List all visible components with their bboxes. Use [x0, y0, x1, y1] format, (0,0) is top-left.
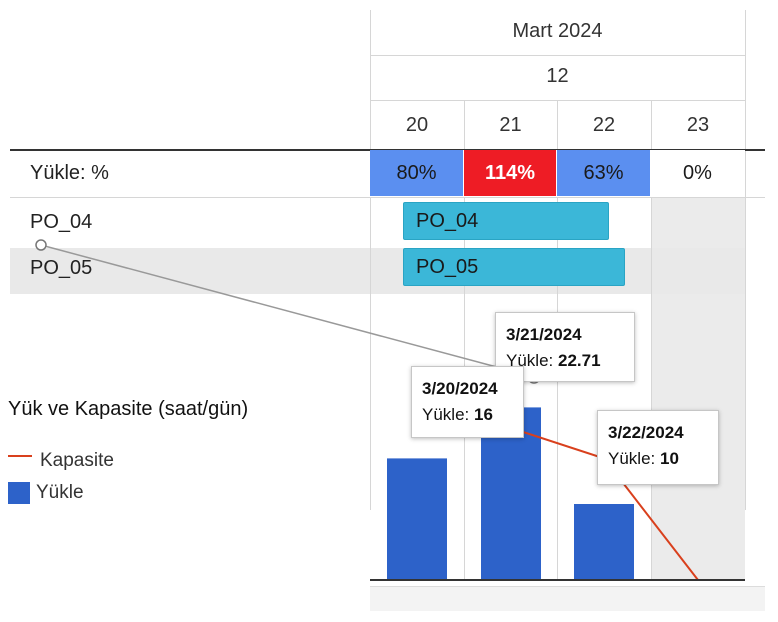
grid-line	[464, 100, 465, 150]
task-bar-po04[interactable]: PO_04	[403, 202, 609, 240]
tooltip-value: 22.71	[557, 351, 601, 370]
day-header-20: 20	[405, 114, 429, 136]
tooltip-date: 3/22/2024	[608, 423, 684, 442]
legend-label: Yükle	[36, 482, 84, 503]
grid-line	[651, 198, 652, 580]
grid-line	[557, 100, 558, 150]
tooltip-date: 3/21/2024	[506, 325, 582, 344]
load-cell-20[interactable]: 80%	[370, 150, 464, 196]
grid-line	[370, 55, 745, 56]
capacity-line-icon	[8, 455, 32, 457]
tooltip-label: Yükle:	[608, 449, 656, 468]
day-header-21: 21	[499, 114, 522, 136]
load-value: 63%	[583, 161, 624, 184]
legend-item-capacity[interactable]: Kapasite	[8, 450, 114, 472]
grid-line	[370, 198, 371, 510]
grid-line	[557, 198, 558, 580]
task-bar-label: PO_04	[416, 209, 479, 232]
drag-connector-line	[40, 244, 535, 378]
legend-item-load[interactable]: Yükle	[8, 482, 84, 504]
load-row-separator	[10, 197, 765, 198]
load-cell-22[interactable]: 63%	[557, 150, 651, 196]
day-header-22: 22	[592, 114, 616, 136]
load-bar	[574, 504, 634, 580]
tooltip-label: Yükle:	[506, 351, 554, 370]
load-cell-23[interactable]: 0%	[651, 150, 745, 196]
task-name-po05[interactable]: PO_05	[30, 257, 93, 279]
tooltip-label: Yükle:	[422, 405, 470, 424]
tooltip-value: 10	[659, 449, 679, 468]
load-square-icon	[8, 482, 30, 504]
load-value: 80%	[396, 161, 437, 184]
load-value: 0%	[683, 161, 712, 184]
connector-handle-icon	[35, 239, 47, 251]
load-cell-21[interactable]: 114%	[464, 150, 557, 196]
legend-label: Kapasite	[40, 450, 114, 471]
tooltip-date: 3/20/2024	[422, 379, 498, 398]
grid-line	[745, 10, 746, 510]
tooltip-value: 16	[473, 405, 493, 424]
task-bar-label: PO_05	[416, 255, 479, 278]
tooltip-3-22: 3/22/2024 Yükle: 10	[597, 410, 719, 485]
task-name-po04[interactable]: PO_04	[30, 211, 93, 233]
month-header: Mart 2024	[512, 20, 603, 42]
day-header-23: 23	[686, 114, 710, 136]
week-header: 12	[546, 65, 569, 87]
task-bar-po05[interactable]: PO_05	[403, 248, 625, 286]
load-value: 114%	[484, 161, 536, 184]
grid-line	[370, 10, 371, 150]
chart-legend-title: Yük ve Kapasite (saat/gün)	[8, 398, 249, 420]
horizontal-scrollbar[interactable]	[370, 586, 765, 611]
load-bar	[387, 458, 447, 580]
grid-line	[651, 100, 652, 150]
tooltip-3-20: 3/20/2024 Yükle: 16	[411, 366, 524, 438]
load-row-label: Yükle: %	[30, 162, 109, 184]
